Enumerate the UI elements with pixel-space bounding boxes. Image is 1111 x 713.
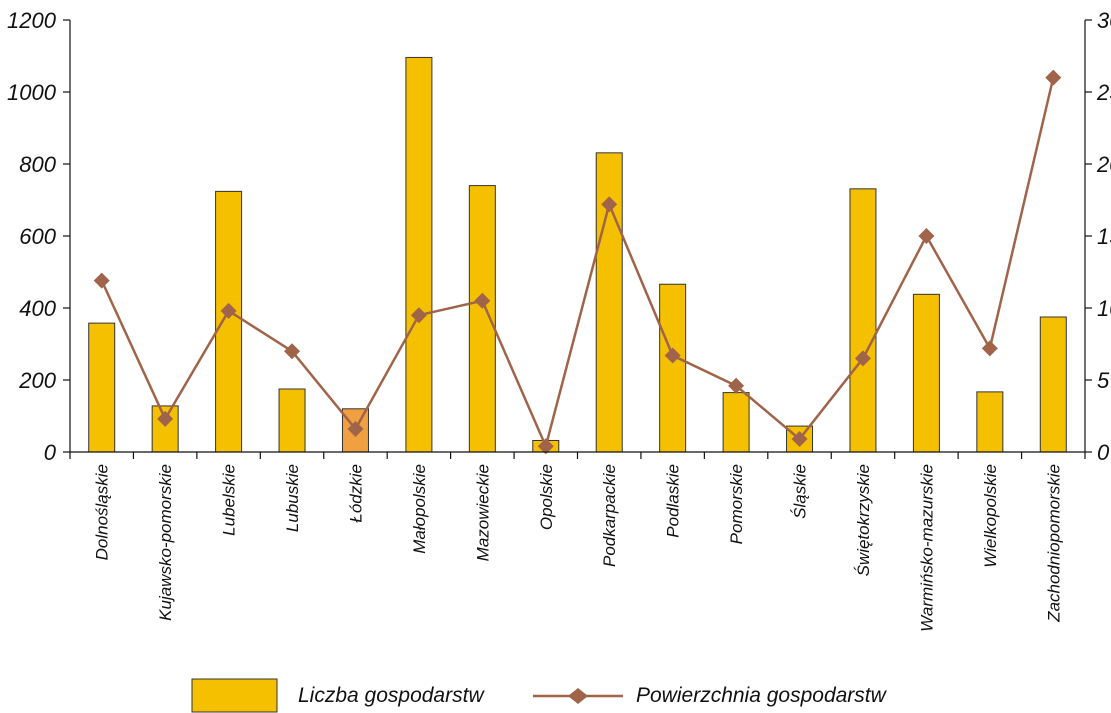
bar bbox=[659, 283, 687, 453]
bar bbox=[215, 190, 243, 453]
line-point bbox=[284, 343, 301, 360]
line-point bbox=[220, 302, 237, 319]
category-label: Podlaskie bbox=[664, 464, 683, 538]
line-series bbox=[93, 69, 1062, 455]
right-axis-tick-label: 5 bbox=[1097, 368, 1110, 393]
line-point bbox=[537, 438, 554, 455]
right-axis-tick-label: 10 bbox=[1097, 296, 1111, 321]
x-axis: Dolnośląskie Kujawsko-pomorskie Lubelskie L… bbox=[69, 451, 1086, 632]
category-label: Świętokrzyskie bbox=[854, 464, 873, 576]
line-point bbox=[347, 420, 364, 437]
right-axis-tick-label: 15 bbox=[1097, 224, 1111, 249]
left-axis-tick-label: 200 bbox=[18, 368, 56, 393]
left-axis-tick-label: 800 bbox=[19, 152, 56, 177]
line-point bbox=[728, 377, 745, 394]
legend-line-marker bbox=[568, 688, 588, 704]
category-label: Warmińsko-mazurskie bbox=[917, 464, 936, 632]
right-axis: 0 5 10 15 20 25 30 bbox=[1084, 8, 1111, 465]
line-point bbox=[601, 196, 618, 213]
category-label: Małopolskie bbox=[410, 464, 429, 554]
category-label: Lubuskie bbox=[283, 464, 302, 532]
left-axis-tick-label: 1000 bbox=[7, 80, 57, 105]
right-axis-tick-label: 30 bbox=[1097, 8, 1111, 33]
line-point bbox=[981, 340, 998, 357]
category-label: Podkarpackie bbox=[600, 464, 619, 567]
bar-series bbox=[88, 56, 1067, 453]
category-label: Zachodniopomorskie bbox=[1044, 464, 1063, 623]
line-point bbox=[1045, 69, 1062, 86]
line-point bbox=[854, 350, 871, 367]
right-axis-tick-label: 20 bbox=[1096, 152, 1111, 177]
right-axis-tick-label: 0 bbox=[1097, 440, 1110, 465]
line-path bbox=[100, 77, 1055, 451]
line-point bbox=[157, 410, 174, 427]
line-point bbox=[791, 431, 808, 448]
category-label: Śląskie bbox=[791, 464, 810, 519]
category-label: Kujawsko-pomorskie bbox=[156, 464, 175, 621]
category-label: Łódzkie bbox=[346, 464, 365, 523]
category-label: Wielkopolskie bbox=[981, 464, 1000, 568]
legend-line-label: Powierzchnia gospodarstw bbox=[636, 684, 888, 707]
left-axis-tick-label: 0 bbox=[44, 440, 57, 465]
left-axis-tick-label: 1200 bbox=[7, 8, 57, 33]
line-point bbox=[664, 347, 681, 364]
category-label: Pomorskie bbox=[727, 464, 746, 544]
category-label: Mazowieckie bbox=[473, 464, 492, 561]
bar bbox=[88, 322, 116, 453]
right-axis-tick-label: 25 bbox=[1096, 80, 1111, 105]
category-label: Lubelskie bbox=[220, 464, 239, 536]
line-point bbox=[918, 228, 935, 244]
bar bbox=[849, 188, 877, 453]
line-point bbox=[93, 272, 110, 289]
line-point bbox=[474, 292, 491, 309]
line-point bbox=[410, 307, 427, 324]
legend: Liczba gospodarstw Powierzchnia gospodar… bbox=[191, 678, 888, 713]
left-axis-tick-label: 600 bbox=[19, 224, 56, 249]
bar bbox=[405, 56, 433, 453]
category-label: Dolnośląskie bbox=[93, 464, 112, 560]
bar bbox=[912, 293, 940, 453]
left-axis-tick-label: 400 bbox=[19, 296, 56, 321]
category-label: Opolskie bbox=[537, 464, 556, 530]
bar bbox=[976, 391, 1004, 453]
left-axis: 0 200 400 600 800 1000 1200 bbox=[7, 8, 71, 465]
legend-bar-swatch bbox=[191, 678, 278, 713]
bar bbox=[722, 392, 750, 453]
legend-bar-label: Liczba gospodarstw bbox=[298, 684, 485, 707]
bar bbox=[278, 388, 306, 453]
bar bbox=[1039, 316, 1067, 453]
